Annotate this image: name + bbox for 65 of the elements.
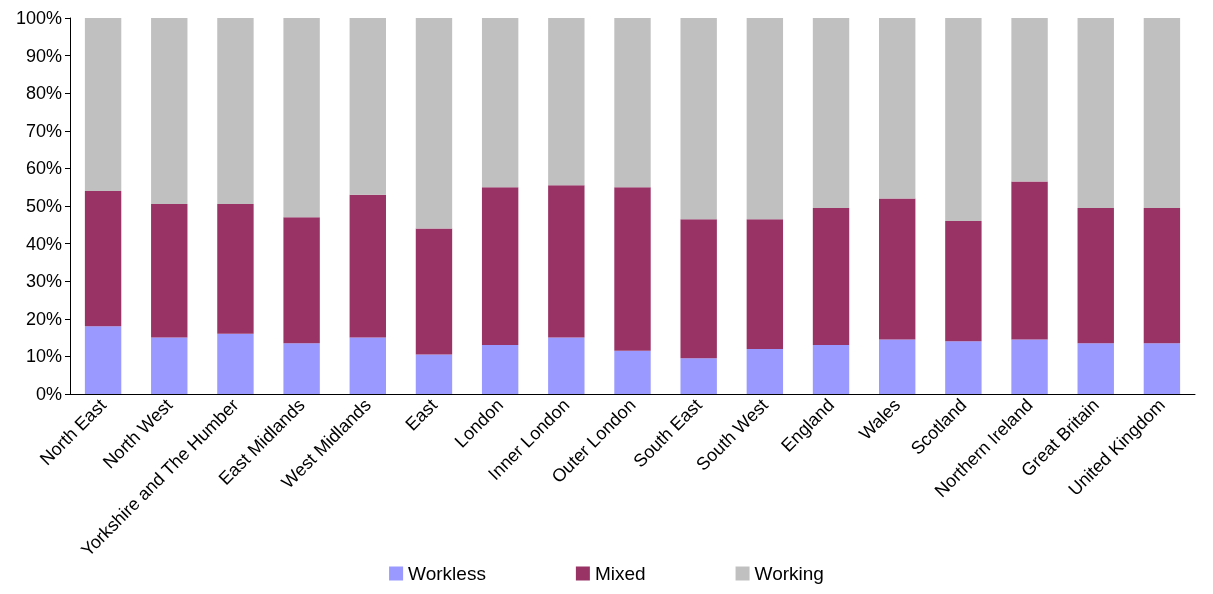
- bar: [614, 350, 651, 394]
- bar: [680, 358, 717, 394]
- bar: [283, 217, 320, 344]
- bar: [283, 18, 320, 218]
- bar: [349, 18, 386, 195]
- bar: [945, 221, 982, 342]
- bar: [481, 18, 519, 188]
- bar: [283, 343, 320, 394]
- legend-label: Workless: [408, 563, 486, 584]
- bar: [812, 207, 850, 346]
- bar: [879, 198, 916, 340]
- bar: [481, 187, 519, 346]
- bar: [614, 187, 651, 351]
- bar: [680, 219, 717, 359]
- bar: [151, 337, 188, 394]
- bar: [1077, 18, 1114, 208]
- bar: [548, 337, 585, 394]
- legend-label: Mixed: [594, 563, 646, 584]
- y-tick-label: 60%: [25, 158, 62, 179]
- bar: [1143, 343, 1181, 394]
- bar: [614, 18, 651, 188]
- y-tick-label: 90%: [25, 45, 62, 66]
- y-tick-label: 0%: [35, 384, 62, 404]
- bar: [84, 18, 122, 191]
- bar: [151, 204, 188, 338]
- bar: [217, 333, 254, 394]
- y-tick-label: 30%: [25, 271, 62, 292]
- y-tick-label: 10%: [25, 346, 62, 367]
- bar: [481, 345, 519, 394]
- bar: [812, 18, 850, 208]
- bar: [746, 18, 784, 220]
- bar: [1011, 181, 1048, 340]
- bar: [217, 18, 254, 205]
- bar: [1011, 18, 1048, 182]
- y-tick-label: 50%: [25, 196, 62, 216]
- bar: [945, 18, 982, 222]
- bar: [1077, 207, 1114, 344]
- bar: [1143, 207, 1181, 344]
- bar: [151, 18, 188, 205]
- bar: [812, 345, 850, 394]
- bar: [1077, 343, 1114, 394]
- y-tick-label: 80%: [25, 83, 62, 104]
- bar: [217, 204, 254, 334]
- bar: [548, 18, 585, 186]
- bar: [415, 18, 453, 229]
- y-tick-label: 100%: [15, 8, 62, 28]
- bar: [349, 337, 386, 394]
- bar: [1143, 18, 1181, 208]
- bar: [879, 339, 916, 394]
- y-tick-label: 40%: [25, 233, 62, 254]
- bar: [349, 194, 386, 338]
- bar: [84, 190, 122, 327]
- bar: [415, 228, 453, 355]
- y-tick-label: 20%: [25, 308, 62, 329]
- bar: [746, 348, 784, 394]
- bar: [945, 341, 982, 394]
- legend-label: Working: [754, 563, 824, 584]
- bar: [415, 354, 453, 394]
- bar: [746, 219, 784, 349]
- bar: [680, 18, 717, 220]
- bar: [84, 326, 122, 394]
- y-tick-label: 70%: [25, 120, 62, 141]
- bar: [879, 18, 916, 199]
- bar: [1011, 339, 1048, 394]
- bar: [548, 185, 585, 338]
